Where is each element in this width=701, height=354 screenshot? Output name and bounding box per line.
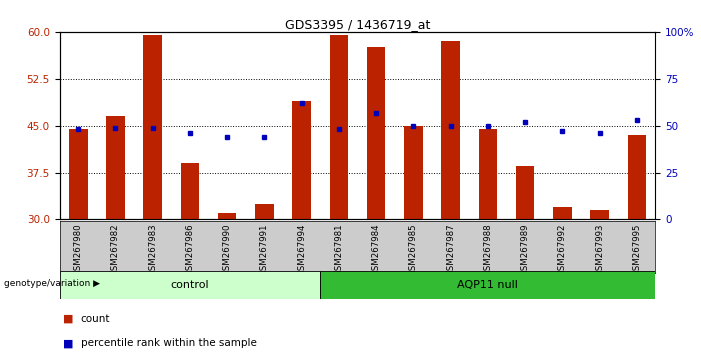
Text: GSM267988: GSM267988 xyxy=(484,223,492,276)
Text: GSM267991: GSM267991 xyxy=(260,223,269,276)
Text: ■: ■ xyxy=(63,314,74,324)
Bar xyxy=(60,271,320,299)
Text: GSM267992: GSM267992 xyxy=(558,223,567,276)
Bar xyxy=(404,126,423,219)
Text: GSM267987: GSM267987 xyxy=(446,223,455,276)
Bar xyxy=(553,207,571,219)
Bar xyxy=(590,210,609,219)
Text: GSM267984: GSM267984 xyxy=(372,223,381,276)
Text: GSM267983: GSM267983 xyxy=(148,223,157,276)
Text: GSM267981: GSM267981 xyxy=(334,223,343,276)
Bar xyxy=(255,204,273,219)
Text: percentile rank within the sample: percentile rank within the sample xyxy=(81,338,257,348)
Text: GSM267989: GSM267989 xyxy=(521,223,529,276)
Text: GSM267985: GSM267985 xyxy=(409,223,418,276)
Bar xyxy=(320,271,655,299)
Bar xyxy=(479,129,497,219)
Text: control: control xyxy=(170,280,209,290)
Text: count: count xyxy=(81,314,110,324)
Bar xyxy=(144,35,162,219)
Bar xyxy=(627,135,646,219)
Text: GSM267993: GSM267993 xyxy=(595,223,604,276)
Bar xyxy=(292,101,311,219)
Bar xyxy=(106,116,125,219)
Bar xyxy=(329,35,348,219)
Bar xyxy=(218,213,236,219)
Bar xyxy=(516,166,534,219)
Text: GSM267995: GSM267995 xyxy=(632,223,641,276)
Text: GSM267982: GSM267982 xyxy=(111,223,120,276)
Title: GDS3395 / 1436719_at: GDS3395 / 1436719_at xyxy=(285,18,430,31)
Text: GSM267994: GSM267994 xyxy=(297,223,306,276)
Text: ■: ■ xyxy=(63,338,74,348)
Bar xyxy=(442,41,460,219)
Text: GSM267990: GSM267990 xyxy=(223,223,231,276)
Bar xyxy=(181,163,199,219)
Bar xyxy=(367,47,386,219)
Bar xyxy=(69,129,88,219)
Text: GSM267980: GSM267980 xyxy=(74,223,83,276)
Text: GSM267986: GSM267986 xyxy=(186,223,194,276)
Text: genotype/variation ▶: genotype/variation ▶ xyxy=(4,279,100,288)
Text: AQP11 null: AQP11 null xyxy=(458,280,518,290)
